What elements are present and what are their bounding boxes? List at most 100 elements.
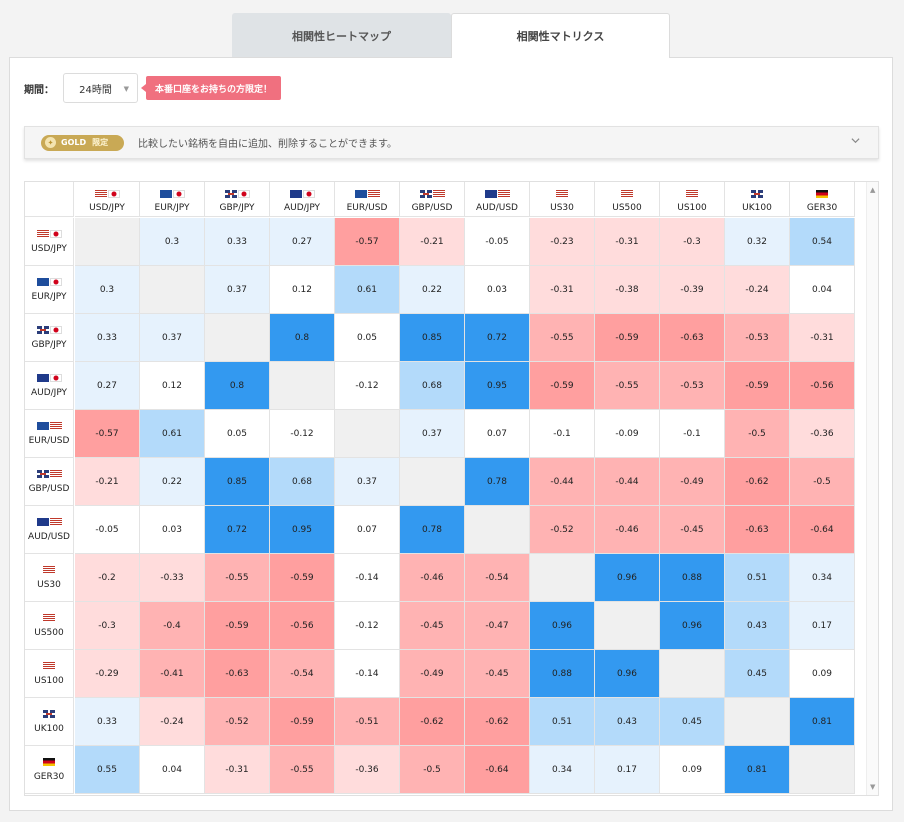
correlation-cell[interactable]: -0.31: [530, 266, 595, 314]
correlation-cell[interactable]: -0.49: [660, 458, 725, 506]
tab-heatmap[interactable]: 相関性ヒートマップ: [232, 13, 451, 58]
correlation-cell[interactable]: -0.12: [270, 410, 335, 458]
diagonal-cell[interactable]: [595, 602, 660, 650]
correlation-cell[interactable]: 0.61: [335, 266, 400, 314]
correlation-cell[interactable]: -0.45: [465, 650, 530, 698]
correlation-cell[interactable]: 0.22: [140, 458, 205, 506]
diagonal-cell[interactable]: [660, 650, 725, 698]
correlation-cell[interactable]: 0.8: [205, 362, 270, 410]
correlation-cell[interactable]: -0.05: [75, 506, 140, 554]
correlation-cell[interactable]: 0.78: [465, 458, 530, 506]
correlation-cell[interactable]: -0.59: [725, 362, 790, 410]
correlation-cell[interactable]: 0.37: [400, 410, 465, 458]
correlation-cell[interactable]: 0.37: [335, 458, 400, 506]
correlation-cell[interactable]: -0.29: [75, 650, 140, 698]
correlation-cell[interactable]: -0.57: [75, 410, 140, 458]
correlation-cell[interactable]: 0.51: [530, 698, 595, 746]
correlation-cell[interactable]: -0.31: [790, 314, 855, 362]
correlation-cell[interactable]: -0.12: [335, 362, 400, 410]
correlation-matrix[interactable]: USD/JPY USD/JPY EUR/JPY EUR/JPY GBP/JPY GBP/J…: [24, 181, 879, 796]
correlation-cell[interactable]: -0.53: [725, 314, 790, 362]
correlation-cell[interactable]: -0.45: [400, 602, 465, 650]
correlation-cell[interactable]: -0.62: [725, 458, 790, 506]
correlation-cell[interactable]: -0.52: [530, 506, 595, 554]
correlation-cell[interactable]: -0.36: [335, 746, 400, 794]
correlation-cell[interactable]: -0.59: [270, 698, 335, 746]
correlation-cell[interactable]: 0.05: [335, 314, 400, 362]
correlation-cell[interactable]: -0.59: [595, 314, 660, 362]
correlation-cell[interactable]: 0.33: [205, 218, 270, 266]
correlation-cell[interactable]: -0.36: [790, 410, 855, 458]
correlation-cell[interactable]: -0.3: [660, 218, 725, 266]
correlation-cell[interactable]: 0.22: [400, 266, 465, 314]
correlation-cell[interactable]: -0.46: [595, 506, 660, 554]
correlation-cell[interactable]: 0.07: [335, 506, 400, 554]
correlation-cell[interactable]: 0.05: [205, 410, 270, 458]
correlation-cell[interactable]: -0.54: [465, 554, 530, 602]
correlation-cell[interactable]: 0.43: [595, 698, 660, 746]
correlation-cell[interactable]: -0.05: [465, 218, 530, 266]
correlation-cell[interactable]: 0.27: [270, 218, 335, 266]
correlation-cell[interactable]: 0.95: [465, 362, 530, 410]
correlation-cell[interactable]: -0.12: [335, 602, 400, 650]
diagonal-cell[interactable]: [335, 410, 400, 458]
correlation-cell[interactable]: -0.45: [660, 506, 725, 554]
promo-badge[interactable]: 本番口座をお持ちの方限定！: [140, 76, 282, 100]
correlation-cell[interactable]: -0.21: [400, 218, 465, 266]
vertical-scrollbar[interactable]: ▲ ▼: [866, 182, 878, 795]
correlation-cell[interactable]: 0.85: [205, 458, 270, 506]
correlation-cell[interactable]: -0.59: [530, 362, 595, 410]
correlation-cell[interactable]: -0.4: [140, 602, 205, 650]
correlation-cell[interactable]: 0.88: [660, 554, 725, 602]
correlation-cell[interactable]: -0.44: [595, 458, 660, 506]
tab-matrix[interactable]: 相関性マトリクス: [451, 13, 670, 58]
correlation-cell[interactable]: 0.17: [790, 602, 855, 650]
correlation-cell[interactable]: -0.41: [140, 650, 205, 698]
correlation-cell[interactable]: 0.03: [465, 266, 530, 314]
correlation-cell[interactable]: -0.23: [530, 218, 595, 266]
correlation-cell[interactable]: -0.24: [725, 266, 790, 314]
correlation-cell[interactable]: -0.59: [205, 602, 270, 650]
correlation-cell[interactable]: 0.96: [595, 650, 660, 698]
correlation-cell[interactable]: 0.81: [790, 698, 855, 746]
correlation-cell[interactable]: -0.14: [335, 554, 400, 602]
correlation-cell[interactable]: -0.56: [790, 362, 855, 410]
correlation-cell[interactable]: -0.59: [270, 554, 335, 602]
correlation-cell[interactable]: 0.72: [465, 314, 530, 362]
correlation-cell[interactable]: 0.03: [140, 506, 205, 554]
correlation-cell[interactable]: -0.55: [530, 314, 595, 362]
correlation-cell[interactable]: 0.45: [725, 650, 790, 698]
correlation-cell[interactable]: 0.12: [140, 362, 205, 410]
correlation-cell[interactable]: 0.34: [530, 746, 595, 794]
correlation-cell[interactable]: -0.21: [75, 458, 140, 506]
correlation-cell[interactable]: -0.62: [465, 698, 530, 746]
correlation-cell[interactable]: 0.88: [530, 650, 595, 698]
correlation-cell[interactable]: -0.56: [270, 602, 335, 650]
correlation-cell[interactable]: -0.31: [595, 218, 660, 266]
correlation-cell[interactable]: 0.95: [270, 506, 335, 554]
correlation-cell[interactable]: -0.46: [400, 554, 465, 602]
correlation-cell[interactable]: -0.63: [660, 314, 725, 362]
scroll-up-icon[interactable]: ▲: [870, 186, 876, 194]
correlation-cell[interactable]: -0.5: [400, 746, 465, 794]
correlation-cell[interactable]: -0.64: [465, 746, 530, 794]
correlation-cell[interactable]: -0.1: [660, 410, 725, 458]
correlation-cell[interactable]: 0.85: [400, 314, 465, 362]
correlation-cell[interactable]: -0.57: [335, 218, 400, 266]
correlation-cell[interactable]: -0.14: [335, 650, 400, 698]
correlation-cell[interactable]: -0.2: [75, 554, 140, 602]
scroll-down-icon[interactable]: ▼: [870, 783, 876, 791]
correlation-cell[interactable]: 0.45: [660, 698, 725, 746]
correlation-cell[interactable]: 0.32: [725, 218, 790, 266]
correlation-cell[interactable]: 0.96: [660, 602, 725, 650]
correlation-cell[interactable]: 0.68: [400, 362, 465, 410]
correlation-cell[interactable]: 0.34: [790, 554, 855, 602]
correlation-cell[interactable]: -0.38: [595, 266, 660, 314]
correlation-cell[interactable]: -0.3: [75, 602, 140, 650]
correlation-cell[interactable]: 0.8: [270, 314, 335, 362]
correlation-cell[interactable]: -0.55: [205, 554, 270, 602]
correlation-cell[interactable]: 0.3: [140, 218, 205, 266]
correlation-cell[interactable]: -0.64: [790, 506, 855, 554]
period-select[interactable]: 24時間 ▼: [63, 73, 138, 103]
diagonal-cell[interactable]: [465, 506, 530, 554]
